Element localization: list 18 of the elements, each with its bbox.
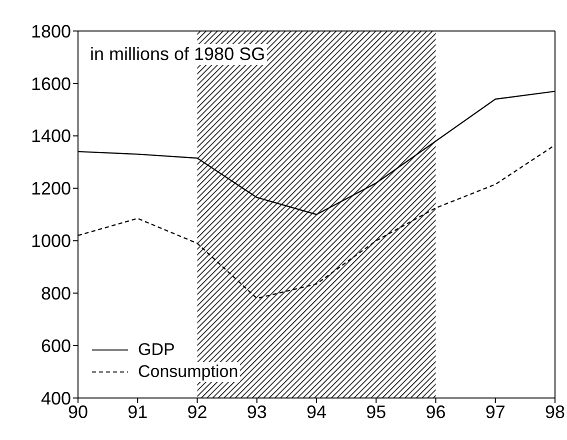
x-tick-label: 92 [187,402,208,422]
x-tick-label: 95 [366,402,386,422]
legend-label: Consumption [136,362,240,382]
y-tick-label: 800 [40,284,71,304]
legend-label: GDP [136,340,177,360]
x-tick-label: 93 [246,402,267,422]
x-tick-label: 97 [485,402,506,422]
x-tick-label: 98 [544,402,566,422]
x-tick-label: 96 [426,402,446,422]
y-tick-label: 600 [40,336,71,356]
y-tick-label: 1400 [30,126,71,146]
y-tick-label: 1800 [30,21,71,42]
x-tick-label: 94 [306,402,327,422]
y-tick-label: 1600 [30,74,71,94]
annotation: in millions of 1980 SG [88,44,268,65]
y-tick-label: 1000 [30,231,71,252]
y-tick-label: 1200 [30,178,71,199]
x-tick-label: 91 [128,402,148,422]
